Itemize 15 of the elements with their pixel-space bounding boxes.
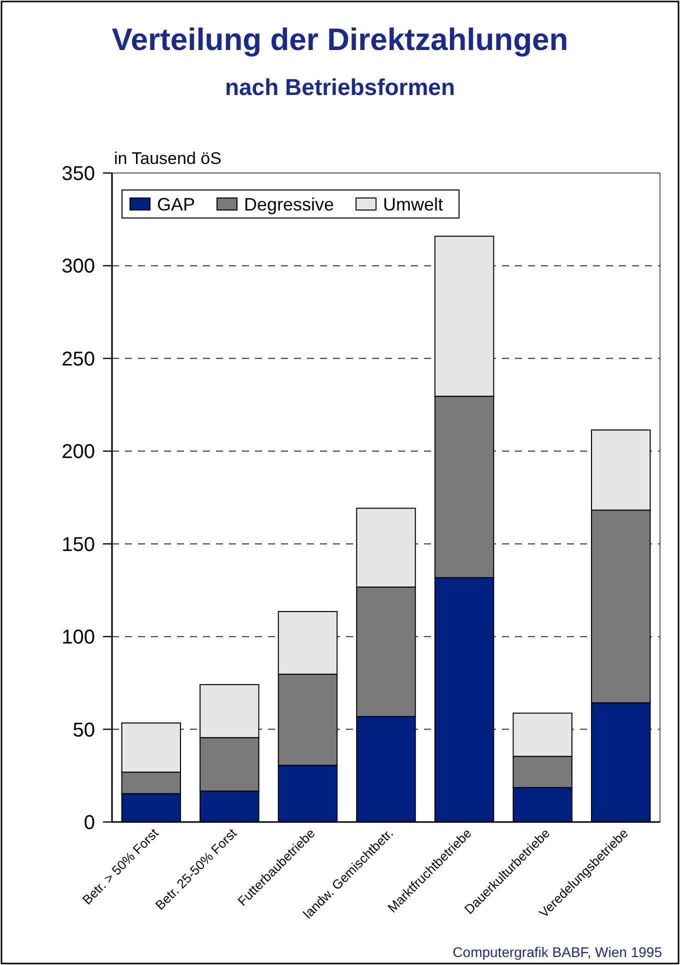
y-tick-label: 150 [62, 534, 95, 556]
y-axis-title: in Tausend öS [114, 149, 222, 168]
y-tick-label: 350 [62, 163, 95, 185]
y-tick-label: 300 [62, 256, 95, 278]
y-tick-label: 200 [62, 441, 95, 464]
y-tick-label: 250 [62, 348, 95, 370]
text: Computergrafik BABF, Wien 1995 [452, 944, 662, 960]
chart-subtitle: nach Betriebsformen [224, 74, 456, 100]
legend-label: Umwelt [383, 194, 444, 214]
y-tick-label: 0 [84, 812, 95, 834]
chart-title: Verteilung der Direktzahlungen [112, 22, 568, 57]
legend-label: Degressive [244, 194, 334, 214]
legend-label: GAP [157, 194, 196, 214]
y-tick-label: 50 [72, 719, 95, 742]
y-tick-label: 100 [62, 626, 95, 649]
